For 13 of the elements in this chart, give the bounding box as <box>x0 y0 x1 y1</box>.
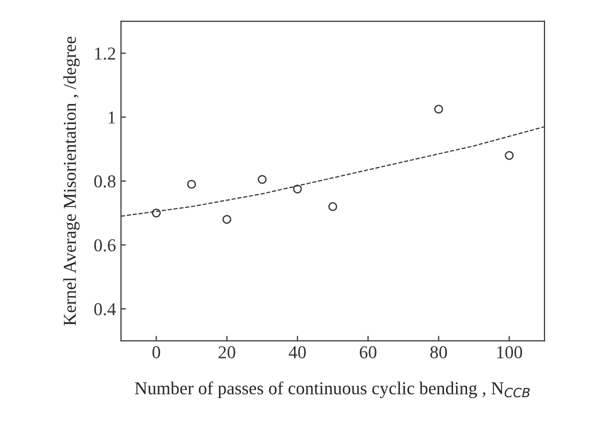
y-tick-label: 1 <box>108 111 116 124</box>
x-tick-label: 0 <box>152 346 160 358</box>
x-tick-label: 100 <box>497 346 522 358</box>
x-tick-label: 40 <box>288 346 306 358</box>
x-tick-label: 20 <box>218 346 236 358</box>
y-tick-label: 0.6 <box>94 239 116 252</box>
x-axis-title: Number of passes of continuous cyclic bending , N$_{CCB}$ <box>134 381 530 398</box>
y-tick-label: 0.8 <box>94 175 116 188</box>
x-tick-label: 60 <box>360 346 376 358</box>
x-tick-label: 80 <box>430 346 447 358</box>
y-tick-label: 0.4 <box>94 303 116 316</box>
y-tick-label: 1.2 <box>95 48 116 60</box>
y-axis-title: Kernel Average Misorientation , /degree <box>63 36 80 326</box>
